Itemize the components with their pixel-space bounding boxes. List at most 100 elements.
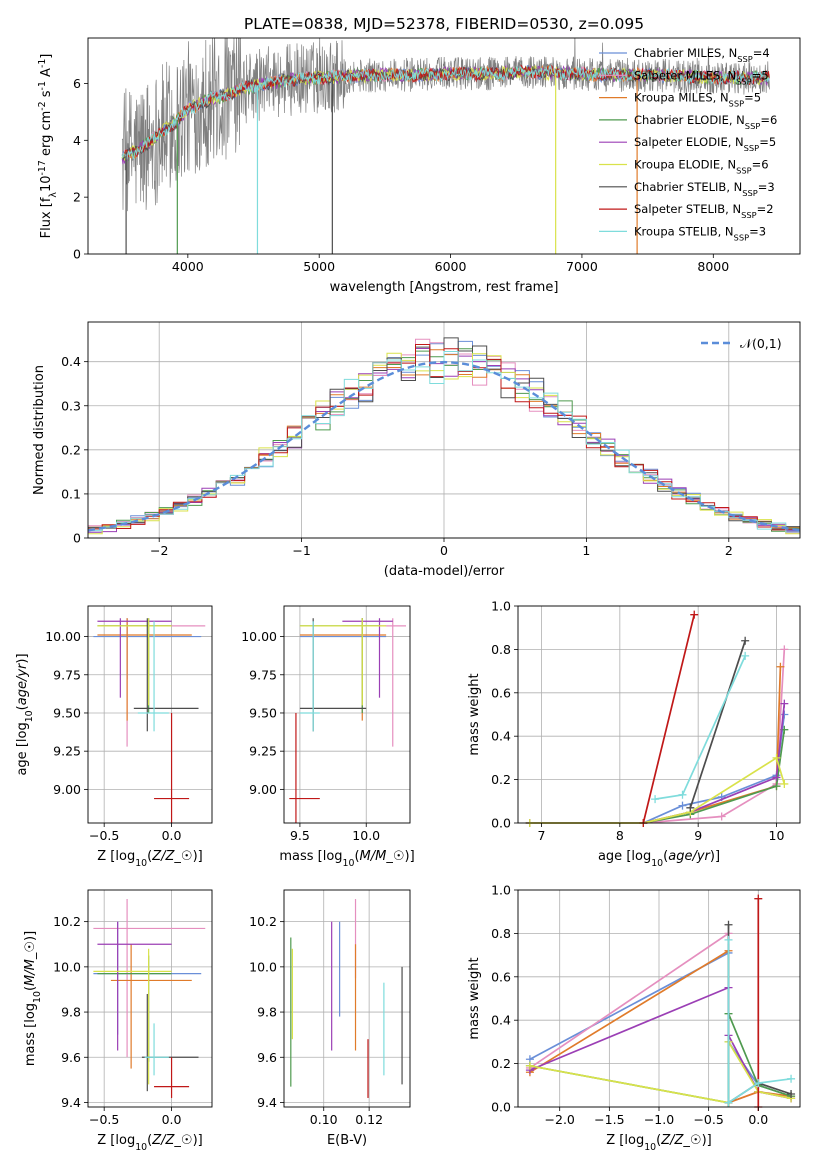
y-tick-label: 9.4 (61, 1095, 81, 1110)
y-tick-label: 0.6 (491, 685, 511, 700)
legend-label-0: Chabrier MILES, NSSP=4 (634, 46, 770, 64)
weight-marker (780, 645, 789, 654)
y-tick-label: 10.2 (53, 914, 81, 929)
y-tick-label: 9.6 (257, 1050, 277, 1065)
y-tick-label: 0 (73, 247, 81, 262)
weight-marker (754, 1079, 763, 1088)
y-axis-label: mass [log10(M/M_☉)] (23, 931, 43, 1066)
weight-line (727, 939, 792, 1105)
y-tick-label: 0.3 (61, 398, 81, 413)
x-tick-label: 0.0 (162, 828, 182, 843)
errorbar-point-5 (299, 618, 387, 706)
axes-frame (87, 889, 213, 1108)
weight-line (642, 614, 696, 824)
panel-spectrum: 4000 5000 6000 7000 8000 0 2 4 6 wavelength [Angs… (37, 37, 801, 295)
y-tick-label: 2 (73, 190, 81, 205)
x-tick-label: −1 (292, 543, 310, 558)
weight-marker (776, 662, 785, 671)
y-tick-label: 1.0 (491, 599, 511, 614)
y-tick-label: 9.8 (257, 1005, 277, 1020)
weight-marker (787, 1089, 796, 1098)
weight-marker (525, 1061, 534, 1070)
axes-frame (517, 889, 801, 1108)
model-spectrum-8 (121, 65, 770, 162)
errorbar-point-1 (93, 899, 206, 1058)
x-axis-label: mass [log10(M/M_☉)] (279, 849, 414, 869)
axes-frame (283, 889, 411, 1108)
x-axis-label: (data-model)/error (384, 564, 505, 579)
weight-series-6 (686, 636, 750, 812)
y-tick-label: 0.0 (491, 1100, 511, 1115)
weight-line (689, 640, 747, 809)
x-tick-label: 0.10 (310, 1112, 338, 1127)
x-tick-label: 10 (769, 828, 785, 843)
errorbar-point-7 (154, 712, 190, 823)
axes-frame (87, 37, 801, 255)
axes-frame (517, 605, 801, 824)
x-tick-label: 2 (725, 543, 733, 558)
y-tick-label: 9.50 (249, 705, 277, 720)
weight-marker (741, 636, 750, 645)
legend-label-7: Salpeter STELIB, NSSP=2 (634, 202, 774, 220)
y-tick-label: 9.00 (249, 782, 277, 797)
legend-label-normal: 𝒩(0,1) (740, 336, 782, 351)
y-axis-label: Flux [fλ10-17 erg cm-2 s-1 A-1] (37, 54, 59, 239)
weight-series-8 (724, 935, 796, 1107)
plot-area (525, 894, 796, 1111)
y-axis-label: mass weight (467, 673, 482, 755)
x-tick-label: 10.0 (352, 828, 380, 843)
y-tick-label: 9.8 (61, 1005, 81, 1020)
weight-marker (754, 894, 763, 903)
weight-marker (780, 779, 789, 788)
x-tick-label: 9 (694, 828, 702, 843)
x-tick-label: 0.12 (355, 1112, 383, 1127)
normal-reference-curve (88, 360, 800, 532)
y-tick-label: 1.0 (491, 883, 511, 898)
x-axis-label: age [log10(age/yr)] (598, 849, 720, 869)
errorbar-point-4 (342, 618, 393, 698)
errorbar-point-4 (97, 921, 172, 1051)
y-tick-label: 0 (73, 531, 81, 546)
y-tick-label: 0.2 (491, 1056, 511, 1071)
y-tick-label: 9.25 (249, 744, 277, 759)
weight-marker (724, 935, 733, 944)
y-tick-label: 10.00 (241, 629, 277, 644)
y-axis-label: Normed distribution (32, 365, 47, 495)
weight-marker (724, 1098, 733, 1107)
y-tick-label: 10.00 (45, 629, 81, 644)
y-tick-label: 6 (73, 76, 81, 91)
y-tick-label: 0.8 (491, 642, 511, 657)
weight-marker (717, 812, 726, 821)
panel-mass-vs-EBV: 0.10 0.12 9.4 9.6 9.8 10.0 10.2 E(B-V) (249, 889, 411, 1148)
weight-marker (741, 651, 750, 660)
panel-residuals: −2 −1 0 1 2 0 0.1 0.2 0.3 0.4 (data-model)/error No… (32, 321, 801, 579)
legend-label-6: Chabrier STELIB, NSSP=3 (634, 180, 775, 198)
plot-area (88, 337, 800, 535)
spectrum-legend: Chabrier MILES, NSSP=4 Salpeter MILES, NS… (599, 46, 777, 242)
axes-frame (87, 321, 801, 539)
y-tick-label: 9.4 (257, 1095, 277, 1110)
weight-marker (724, 920, 733, 929)
errorbar-point-2 (97, 618, 192, 721)
errorbar-point-7 (289, 712, 320, 823)
x-tick-label: 8 (616, 828, 624, 843)
x-tick-label: 8000 (697, 259, 729, 274)
model-spectrum-7 (121, 64, 770, 158)
x-tick-label: −1.0 (644, 1112, 674, 1127)
weight-marker (772, 782, 781, 791)
y-tick-label: 4 (73, 133, 81, 148)
x-axis-label: Z [log10(Z/Z_☉)] (97, 849, 202, 869)
x-tick-label: 5000 (303, 259, 335, 274)
x-tick-label: 7 (538, 828, 546, 843)
panel-mass-vs-Z: −0.5 0.0 9.4 9.6 9.8 10.0 10.2 Z [log10(Z/Z_☉)]… (23, 889, 213, 1153)
y-tick-label: 10.2 (249, 914, 277, 929)
y-tick-label: 0.4 (491, 729, 511, 744)
panel-age-vs-Z: −0.5 0.0 9.00 9.25 9.50 9.75 10.00 Z [log10(Z/Z… (15, 605, 213, 869)
y-tick-label: 9.25 (53, 744, 81, 759)
weight-marker (772, 753, 781, 762)
residual-legend: 𝒩(0,1) (701, 336, 782, 351)
x-tick-label: 4000 (172, 259, 204, 274)
errorbar-point-8 (299, 621, 320, 732)
y-tick-label: 10.0 (53, 959, 81, 974)
